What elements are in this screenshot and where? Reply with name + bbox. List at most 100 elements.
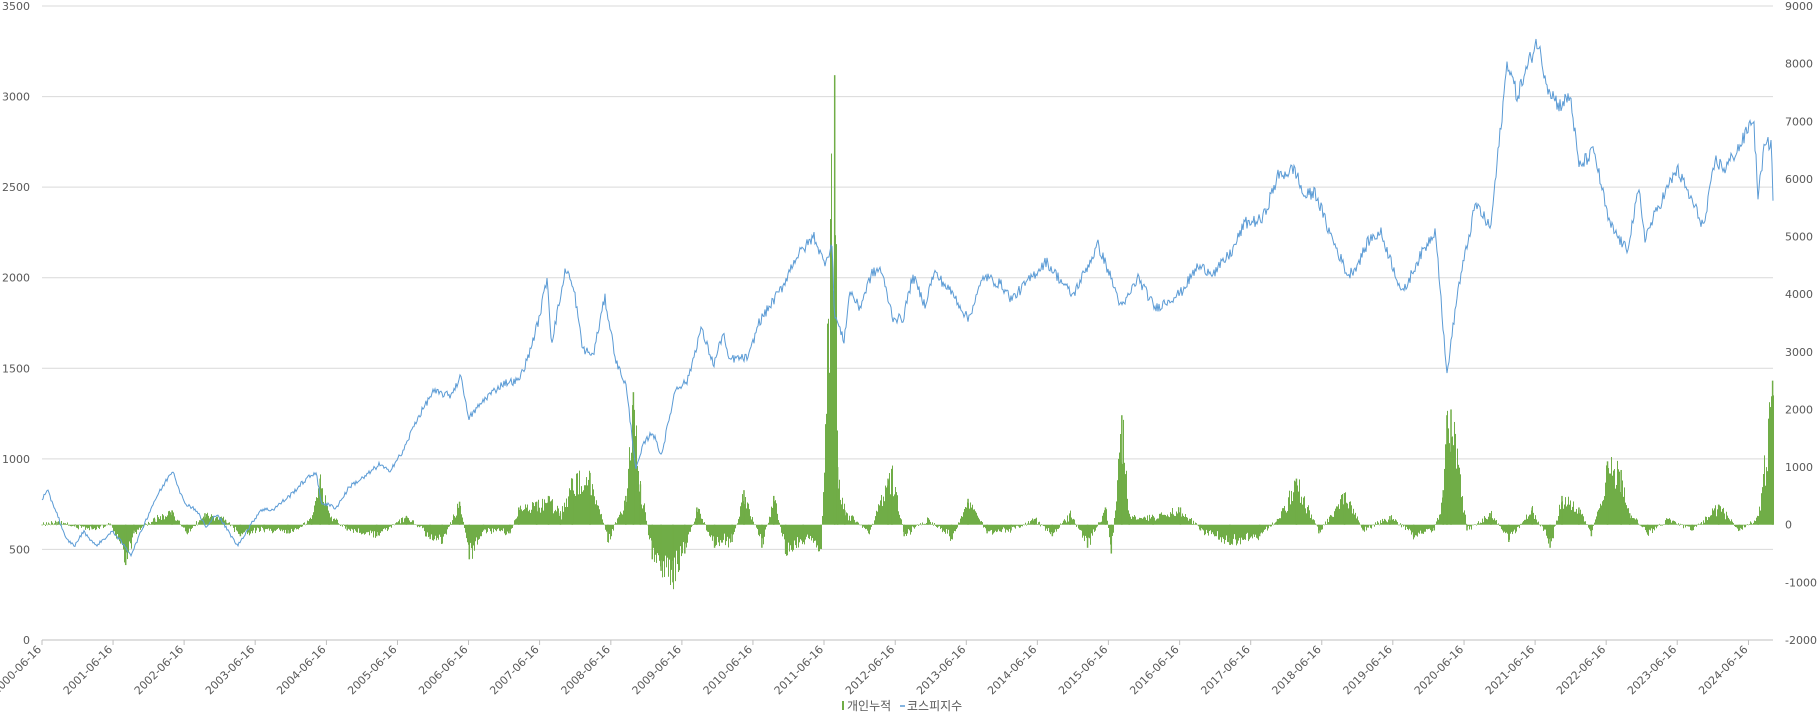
bar xyxy=(1113,524,1114,533)
bar xyxy=(707,524,708,532)
bar xyxy=(387,524,388,532)
legend-label: 코스피지수 xyxy=(907,699,962,713)
bar xyxy=(1143,517,1144,525)
bar xyxy=(1541,524,1542,526)
bar xyxy=(1768,418,1769,525)
bar xyxy=(1508,524,1510,543)
bar xyxy=(1176,511,1177,525)
bar xyxy=(346,524,348,531)
bar xyxy=(188,524,189,533)
bar xyxy=(1589,524,1590,530)
bar xyxy=(1126,470,1127,525)
bar xyxy=(152,521,153,525)
bar xyxy=(341,524,342,526)
bar xyxy=(543,510,544,525)
bar xyxy=(1385,519,1386,525)
bar xyxy=(556,511,557,525)
bar xyxy=(1253,524,1254,535)
x-tick-label: 2003-06-16 xyxy=(203,643,257,697)
bar xyxy=(1141,518,1142,525)
bar xyxy=(149,523,150,525)
bar xyxy=(599,509,600,525)
bar xyxy=(1440,514,1441,525)
bar xyxy=(77,524,78,529)
bar xyxy=(1433,524,1436,531)
bar xyxy=(1533,512,1534,525)
bar xyxy=(709,524,710,536)
bar xyxy=(1486,518,1487,525)
bar xyxy=(457,503,458,525)
bar xyxy=(1337,506,1338,525)
bar xyxy=(366,524,367,533)
bar xyxy=(725,524,726,546)
bar xyxy=(860,524,861,526)
bar xyxy=(824,472,825,525)
bar xyxy=(1571,510,1572,525)
bar xyxy=(689,524,690,532)
bar xyxy=(73,524,76,527)
bar xyxy=(1029,523,1030,525)
bar xyxy=(1723,507,1724,525)
bar xyxy=(146,523,147,525)
bar xyxy=(750,516,751,525)
bar xyxy=(61,520,62,525)
bar xyxy=(818,524,819,552)
bar xyxy=(1656,524,1657,529)
x-tick-label: 2020-06-16 xyxy=(1412,643,1466,697)
bar xyxy=(650,524,651,538)
bar xyxy=(1054,524,1055,533)
bar xyxy=(850,520,851,525)
bar xyxy=(1330,514,1331,525)
bar xyxy=(831,153,832,525)
bar xyxy=(88,524,89,529)
bar xyxy=(129,524,130,542)
bar xyxy=(1245,524,1246,540)
bar xyxy=(326,503,327,525)
bar xyxy=(1475,524,1476,525)
bar xyxy=(1068,521,1069,525)
bar xyxy=(1453,445,1454,525)
bar xyxy=(1412,524,1413,533)
bar xyxy=(116,524,117,539)
bar xyxy=(1189,518,1190,525)
bar xyxy=(1109,524,1110,538)
bar xyxy=(1025,522,1026,525)
bar xyxy=(784,524,787,554)
bar xyxy=(1601,505,1602,525)
bar xyxy=(1765,485,1766,525)
x-tick-label: 2009-06-16 xyxy=(630,643,684,697)
bar xyxy=(739,516,740,525)
bar xyxy=(1757,516,1759,525)
bar xyxy=(204,513,206,525)
bar xyxy=(1672,520,1673,525)
bar xyxy=(375,524,378,537)
bar xyxy=(906,524,907,536)
bar xyxy=(777,513,778,525)
bar xyxy=(352,524,353,530)
bar xyxy=(865,524,866,530)
bar xyxy=(1599,508,1600,525)
bar xyxy=(1513,524,1514,532)
bar xyxy=(1215,524,1216,537)
bar xyxy=(782,524,783,537)
bar xyxy=(570,490,571,525)
bar xyxy=(1743,524,1744,526)
bar xyxy=(1554,524,1555,527)
bar xyxy=(565,507,566,525)
bar xyxy=(1697,524,1698,526)
bar xyxy=(364,524,365,535)
bar xyxy=(1282,508,1283,525)
bar xyxy=(325,495,326,525)
bar xyxy=(615,522,616,525)
y-left-tick-label: 3500 xyxy=(2,0,30,13)
bar xyxy=(1309,510,1310,525)
bar xyxy=(1191,518,1192,525)
bar xyxy=(1658,524,1659,526)
bar xyxy=(226,522,227,525)
bar xyxy=(866,524,867,529)
bar xyxy=(1369,524,1370,526)
x-tick-label: 2006-06-16 xyxy=(416,643,470,697)
bar xyxy=(1662,524,1663,526)
bar xyxy=(950,524,951,541)
bar xyxy=(471,524,472,549)
